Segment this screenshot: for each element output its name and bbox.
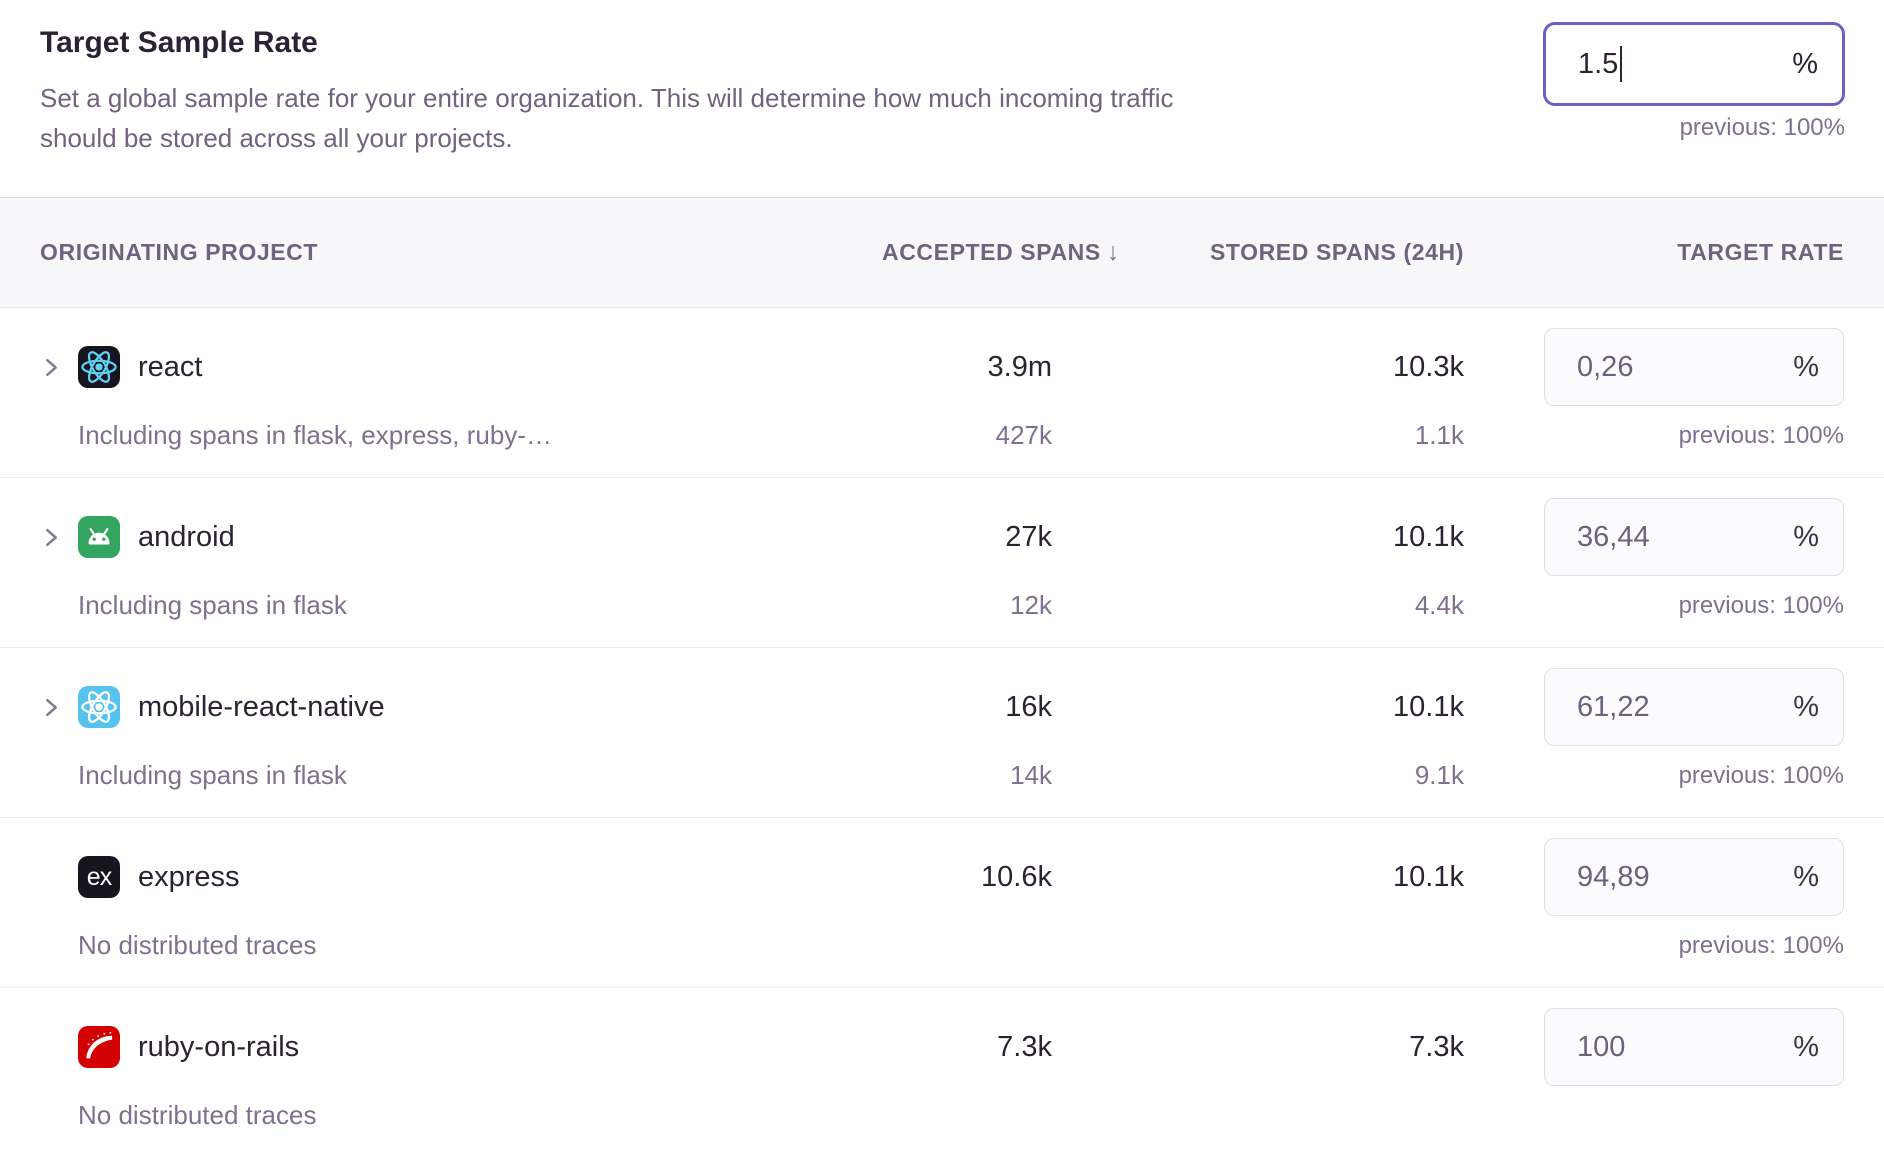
sub-stored-spans-value: 1.1k (1414, 420, 1464, 450)
accepted-spans-value: 16k (1005, 690, 1052, 723)
column-header-stored-spans[interactable]: STORED SPANS (24H) (1209, 239, 1464, 265)
column-header-label: ACCEPTED SPANS (882, 239, 1101, 265)
project-name: mobile-react-native (138, 690, 385, 723)
chevron-right-icon (46, 358, 57, 376)
stored-spans-value: 10.3k (1393, 350, 1464, 383)
project-rate-value: 100 (1577, 1030, 1626, 1063)
global-previous-rate: previous: 100% (1679, 114, 1845, 141)
global-rate-input[interactable]: 1.5 % (1543, 22, 1845, 106)
react-logo-icon (78, 346, 120, 388)
project-rate-input[interactable]: 61,22 % (1544, 668, 1844, 746)
accepted-spans-value: 7.3k (997, 1030, 1052, 1063)
chevron-right-icon (46, 528, 57, 546)
project-rate-input[interactable]: 0,26 % (1544, 328, 1844, 406)
column-header-accepted-spans[interactable]: ACCEPTED SPANS ↓ (882, 238, 1119, 267)
expand-chevron[interactable] (40, 356, 78, 379)
project-rate-input[interactable]: 36,44 % (1544, 498, 1844, 576)
accepted-spans-value: 27k (1005, 520, 1052, 553)
sub-accepted-spans-value: 14k (1010, 760, 1052, 790)
table-row: ruby-on-rails 7.3k 7.3k 100 % No distrib… (0, 987, 1884, 1157)
project-name: react (138, 350, 203, 383)
column-header-target-rate: TARGET RATE (1677, 239, 1844, 265)
table-row: ex express 10.6k 10.1k 94,89 % No distri… (0, 817, 1884, 987)
table-row: react 3.9m 10.3k 0,26 % Including spans … (0, 308, 1884, 477)
sub-stored-spans-value: 9.1k (1414, 760, 1464, 790)
stored-spans-value: 10.1k (1393, 520, 1464, 553)
previous-rate: previous: 100% (1678, 591, 1844, 619)
page-description: Set a global sample rate for your entire… (40, 78, 1460, 158)
stored-spans-value: 7.3k (1409, 1030, 1464, 1063)
percent-suffix: % (1792, 47, 1818, 80)
global-rate-block: 1.5 % previous: 100% (1543, 22, 1845, 142)
distributed-traces-note: Including spans in flask, express, ruby-… (78, 420, 552, 450)
distributed-traces-note: No distributed traces (78, 1100, 317, 1130)
project-table-body: react 3.9m 10.3k 0,26 % Including spans … (0, 308, 1884, 1157)
accepted-spans-value: 3.9m (987, 350, 1052, 383)
percent-suffix: % (1793, 690, 1819, 723)
stored-spans-value: 10.1k (1393, 860, 1464, 893)
project-rate-input[interactable]: 94,89 % (1544, 838, 1844, 916)
accepted-spans-value: 10.6k (981, 860, 1052, 893)
text-cursor (1620, 46, 1623, 82)
express-logo-icon: ex (78, 856, 120, 898)
page-title: Target Sample Rate (40, 26, 318, 59)
project-rate-value: 36,44 (1577, 520, 1650, 553)
table-row: mobile-react-native 16k 10.1k 61,22 % In… (0, 647, 1884, 817)
table-row: android 27k 10.1k 36,44 % Including span… (0, 477, 1884, 647)
global-rate-value: 1.5 (1578, 47, 1619, 80)
project-rate-value: 61,22 (1577, 690, 1650, 723)
sub-accepted-spans-value: 427k (995, 420, 1052, 450)
table-header: ORIGINATING PROJECT ACCEPTED SPANS ↓ STOR… (0, 197, 1884, 308)
project-name: express (138, 860, 240, 893)
percent-suffix: % (1793, 860, 1819, 893)
distributed-traces-note: Including spans in flask (78, 760, 347, 790)
rails-logo-icon (78, 1026, 120, 1068)
distributed-traces-note: Including spans in flask (78, 590, 347, 620)
previous-rate: previous: 100% (1678, 421, 1844, 449)
sub-accepted-spans-value: 12k (1010, 590, 1052, 620)
project-name: android (138, 520, 235, 553)
project-name: ruby-on-rails (138, 1030, 300, 1063)
percent-suffix: % (1793, 520, 1819, 553)
expand-chevron[interactable] (40, 696, 78, 719)
project-rate-value: 94,89 (1577, 860, 1650, 893)
sub-stored-spans-value: 4.4k (1414, 590, 1464, 620)
percent-suffix: % (1793, 350, 1819, 383)
percent-suffix: % (1793, 1030, 1819, 1063)
sort-descending-icon: ↓ (1106, 238, 1120, 266)
expand-chevron[interactable] (40, 526, 78, 549)
distributed-traces-note: No distributed traces (78, 930, 317, 960)
react-native-logo-icon (78, 686, 120, 728)
target-sample-rate-section: Target Sample Rate Set a global sample r… (0, 0, 1884, 197)
project-rate-value: 0,26 (1577, 350, 1634, 383)
project-rate-input[interactable]: 100 % (1544, 1008, 1844, 1086)
previous-rate: previous: 100% (1678, 931, 1844, 959)
description-line: Set a global sample rate for your entire… (40, 83, 1174, 113)
stored-spans-value: 10.1k (1393, 690, 1464, 723)
previous-rate: previous: 100% (1678, 761, 1844, 789)
android-logo-icon (78, 516, 120, 558)
column-header-originating-project: ORIGINATING PROJECT (40, 239, 319, 265)
chevron-right-icon (46, 698, 57, 716)
description-line: should be stored across all your project… (40, 123, 513, 153)
